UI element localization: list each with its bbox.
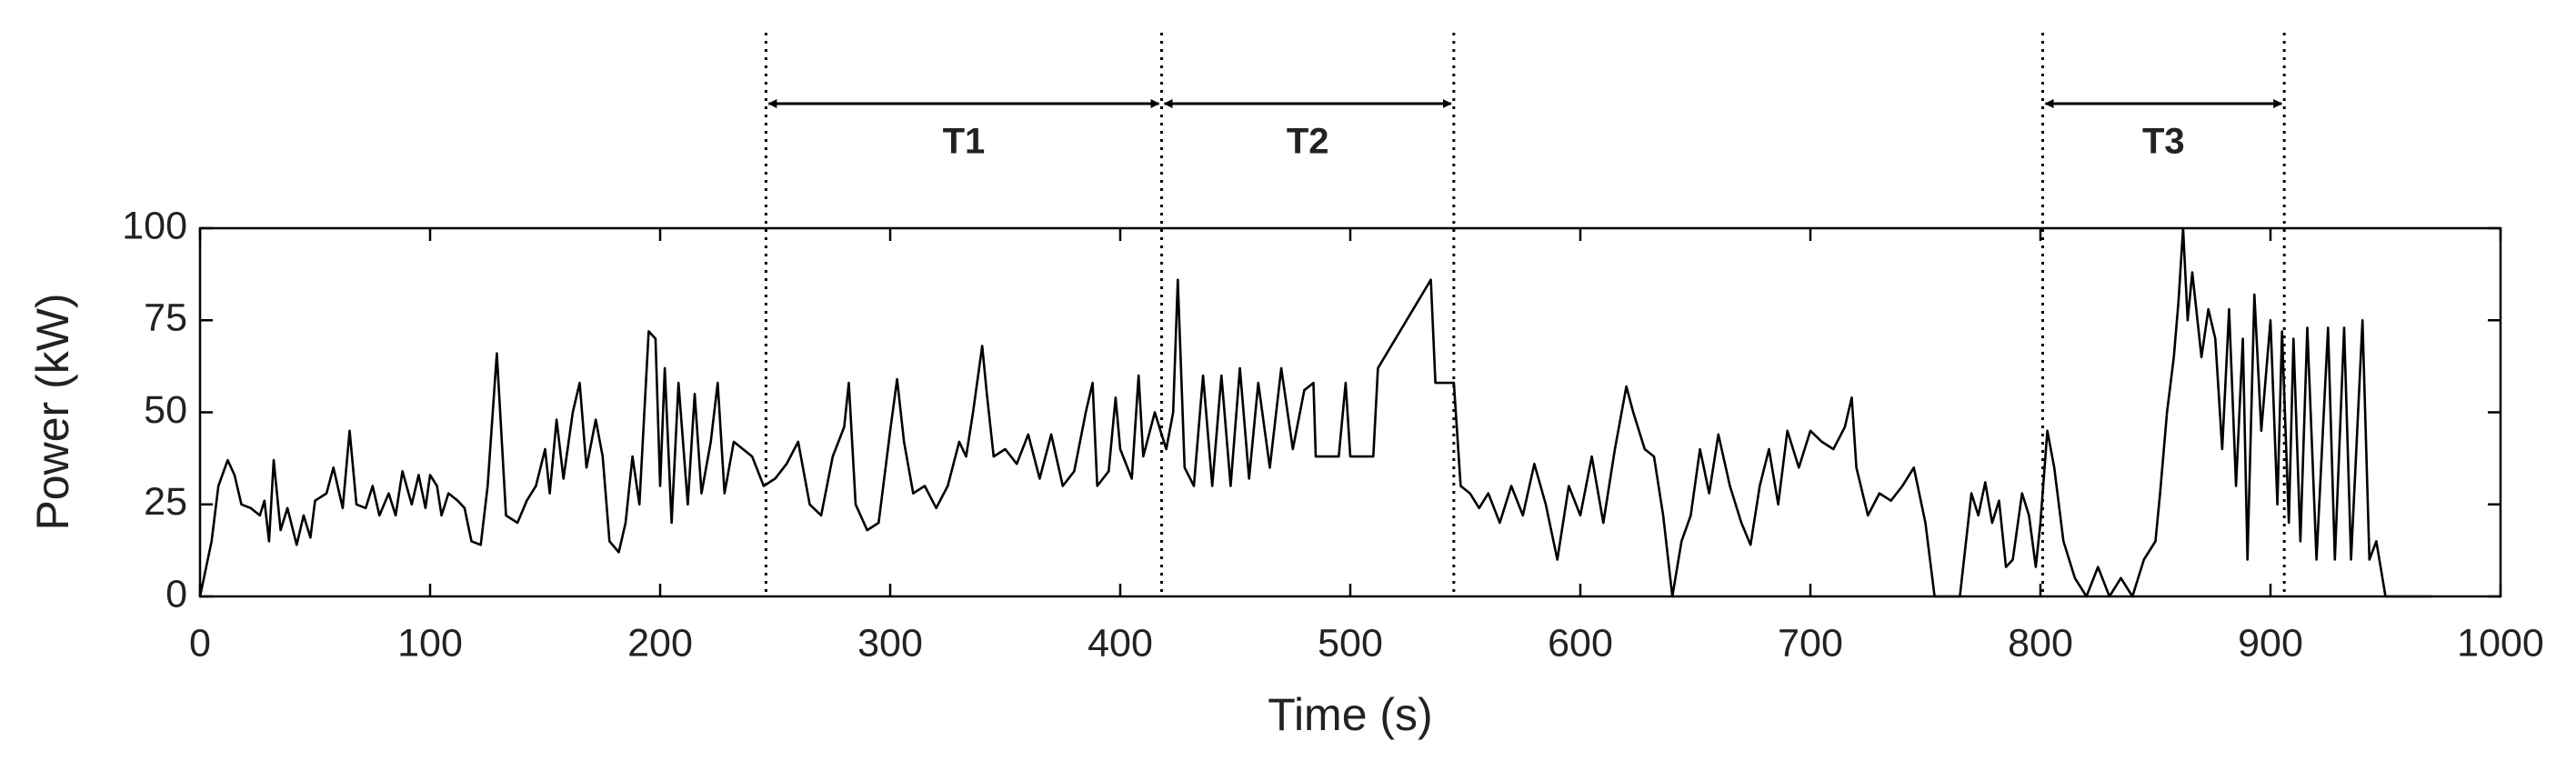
y-tick-label: 50 (144, 388, 187, 432)
x-tick-label: 900 (2238, 621, 2303, 665)
x-tick-label: 700 (1778, 621, 1843, 665)
x-tick-label: 200 (627, 621, 693, 665)
y-axis-label: Power (kW) (27, 293, 78, 530)
x-tick-label: 800 (2008, 621, 2073, 665)
y-tick-label: 100 (122, 204, 187, 247)
x-tick-label: 600 (1548, 621, 1613, 665)
x-tick-label: 400 (1088, 621, 1153, 665)
x-axis-label: Time (s) (1268, 689, 1432, 740)
interval-label: T1 (943, 122, 986, 162)
x-tick-label: 1000 (2457, 621, 2544, 665)
x-tick-label: 0 (189, 621, 211, 665)
x-tick-label: 300 (857, 621, 923, 665)
interval-label: T3 (2142, 122, 2185, 162)
y-tick-label: 0 (165, 572, 187, 616)
x-tick-label: 100 (397, 621, 463, 665)
interval-label: T2 (1287, 122, 1329, 162)
y-tick-label: 25 (144, 480, 187, 524)
y-tick-label: 75 (144, 296, 187, 340)
power-line (198, 226, 2432, 598)
x-tick-label: 500 (1318, 621, 1383, 665)
